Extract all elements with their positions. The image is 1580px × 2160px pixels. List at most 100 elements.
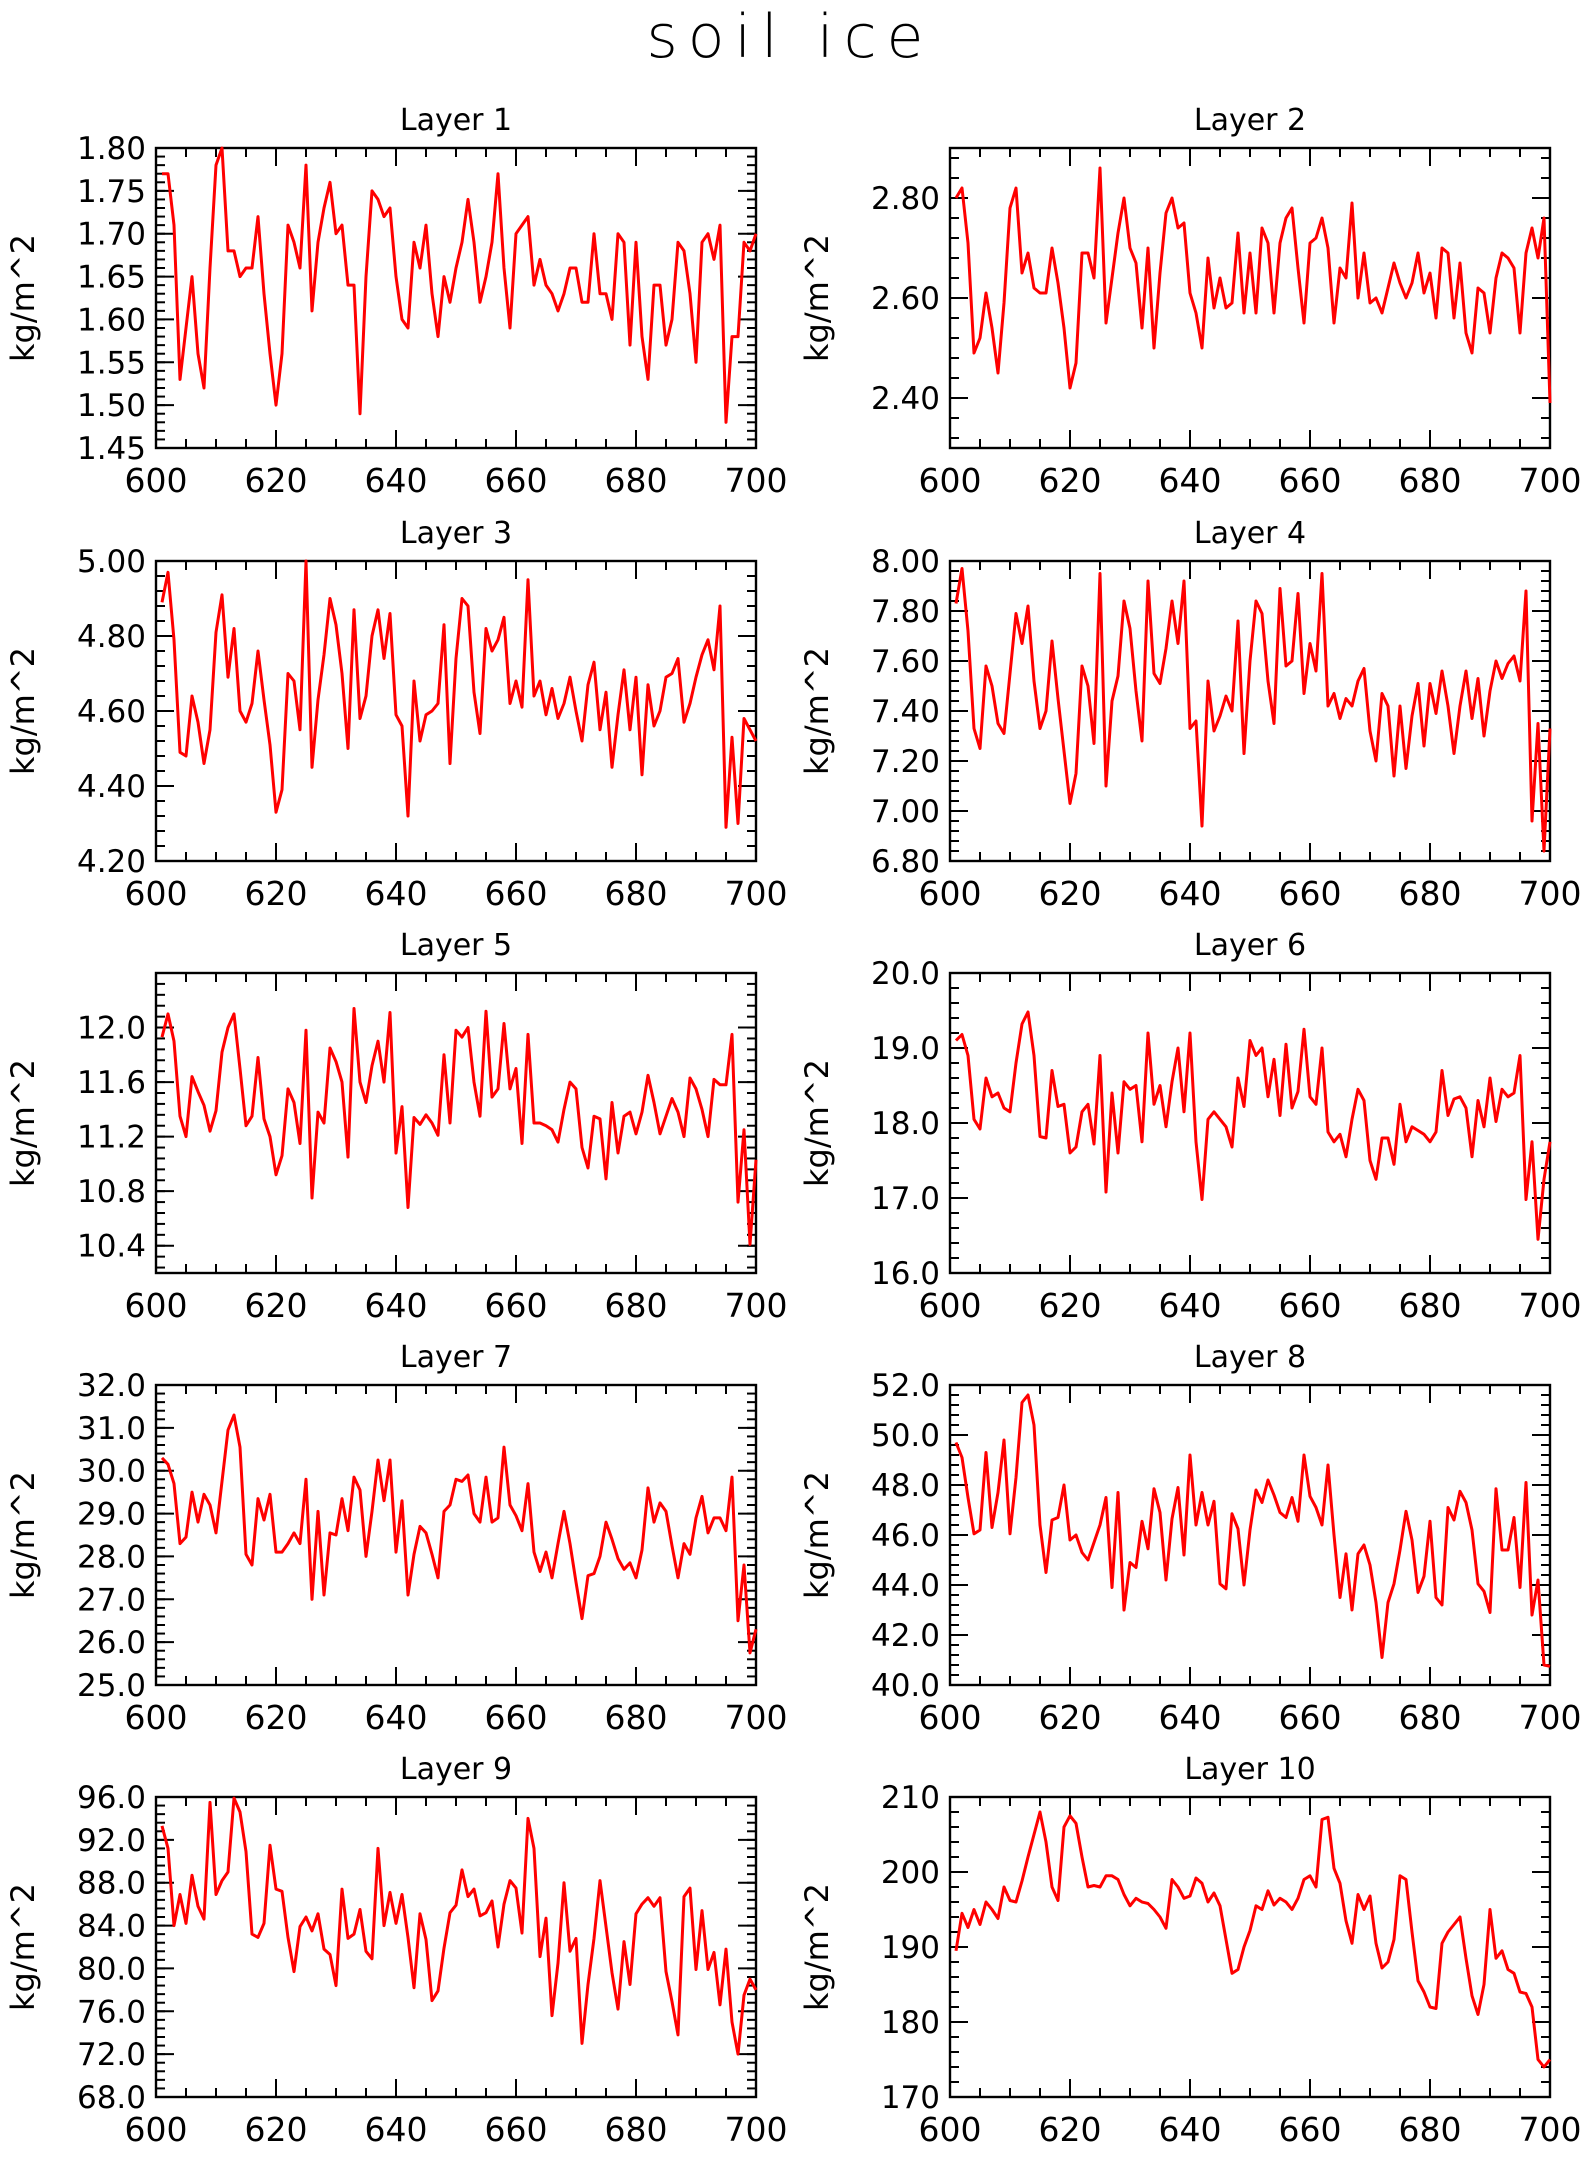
y-tick-label: 1.80 bbox=[77, 131, 146, 167]
y-tick-label: 1.45 bbox=[77, 431, 146, 467]
x-tick-label: 700 bbox=[1519, 1698, 1580, 1737]
series-line bbox=[162, 146, 758, 424]
y-tick-label: 1.50 bbox=[77, 388, 146, 424]
y-axis-label: kg/m^2 bbox=[4, 647, 42, 775]
y-tick-label: 10.8 bbox=[77, 1174, 146, 1210]
series-line bbox=[954, 1810, 1552, 2069]
y-tick-label: 88.0 bbox=[77, 1866, 146, 1902]
y-tick-label: 7.20 bbox=[871, 744, 940, 780]
y-tick-label: 16.0 bbox=[871, 1256, 940, 1292]
x-tick-label: 700 bbox=[1519, 874, 1580, 913]
y-tick-label: 80.0 bbox=[77, 1951, 146, 1987]
y-tick-label: 8.00 bbox=[871, 544, 940, 580]
x-tick-label: 620 bbox=[245, 1698, 308, 1737]
x-tick-label: 700 bbox=[725, 1286, 788, 1325]
x-tick-label: 660 bbox=[485, 1698, 548, 1737]
x-tick-label: 600 bbox=[125, 2110, 188, 2149]
x-tick-label: 660 bbox=[485, 1286, 548, 1325]
y-tick-label: 42.0 bbox=[871, 1618, 940, 1654]
x-tick-label: 700 bbox=[725, 1698, 788, 1737]
x-tick-label: 640 bbox=[1159, 1698, 1222, 1737]
x-tick-label: 600 bbox=[919, 2110, 982, 2149]
panel-title: Layer 6 bbox=[1194, 928, 1306, 963]
y-tick-label: 6.80 bbox=[871, 844, 940, 880]
series-line bbox=[954, 1010, 1552, 1241]
y-tick-label: 76.0 bbox=[77, 1994, 146, 2030]
x-tick-label: 700 bbox=[1519, 1286, 1580, 1325]
figure-title-wrap: soil ice bbox=[0, 2, 1580, 72]
y-tick-label: 7.80 bbox=[871, 594, 940, 630]
x-tick-label: 600 bbox=[125, 461, 188, 500]
y-tick-label: 4.40 bbox=[77, 769, 146, 805]
y-tick-label: 190 bbox=[881, 1930, 940, 1966]
x-tick-label: 640 bbox=[1159, 2110, 1222, 2149]
y-tick-label: 46.0 bbox=[871, 1518, 940, 1554]
panel-layer-5: Layer 5 600 620 640 660 680 700 10.4 10.8 11.2 11.… bbox=[4, 928, 788, 1325]
x-tick-label: 680 bbox=[605, 2110, 668, 2149]
y-tick-label: 18.0 bbox=[871, 1106, 940, 1142]
y-tick-label: 30.0 bbox=[77, 1454, 146, 1490]
y-axis-label: kg/m^2 bbox=[798, 234, 836, 362]
y-axis-label: kg/m^2 bbox=[798, 647, 836, 775]
series-line bbox=[160, 1007, 758, 1246]
y-tick-label: 96.0 bbox=[77, 1780, 146, 1816]
plot-frame bbox=[154, 559, 758, 863]
y-tick-label: 2.80 bbox=[871, 181, 940, 217]
panel-title: Layer 3 bbox=[400, 516, 512, 551]
y-axis-label: kg/m^2 bbox=[798, 1059, 836, 1187]
x-tick-label: 680 bbox=[1399, 1698, 1462, 1737]
y-tick-label: 4.20 bbox=[77, 844, 146, 880]
y-tick-label: 1.60 bbox=[77, 302, 146, 338]
y-tick-label: 11.2 bbox=[77, 1120, 146, 1156]
y-tick-label: 19.0 bbox=[871, 1031, 940, 1067]
plot-frame bbox=[948, 146, 1552, 450]
x-tick-label: 640 bbox=[1159, 461, 1222, 500]
y-tick-label: 1.75 bbox=[77, 174, 146, 210]
x-tick-label: 600 bbox=[125, 874, 188, 913]
y-axis-label: kg/m^2 bbox=[4, 1059, 42, 1187]
y-tick-label: 31.0 bbox=[77, 1411, 146, 1447]
panel-title: Layer 1 bbox=[400, 103, 512, 138]
x-tick-label: 600 bbox=[919, 874, 982, 913]
x-tick-label: 640 bbox=[365, 2110, 428, 2149]
y-tick-label: 5.00 bbox=[77, 544, 146, 580]
y-tick-label: 28.0 bbox=[77, 1539, 146, 1575]
x-tick-label: 680 bbox=[605, 1698, 668, 1737]
x-tick-label: 660 bbox=[485, 874, 548, 913]
x-tick-label: 700 bbox=[725, 461, 788, 500]
y-tick-label: 27.0 bbox=[77, 1582, 146, 1618]
y-tick-label: 50.0 bbox=[871, 1418, 940, 1454]
panel-layer-2: Layer 2 600 620 640 660 680 700 2.40 2.60 2.80 kg/… bbox=[798, 103, 1580, 500]
y-tick-label: 7.40 bbox=[871, 694, 940, 730]
y-tick-label: 4.80 bbox=[77, 619, 146, 655]
x-tick-label: 640 bbox=[365, 461, 428, 500]
y-tick-label: 26.0 bbox=[77, 1625, 146, 1661]
panel-layer-10: Layer 10 600 620 640 660 680 700 170 180 190 200 21… bbox=[798, 1752, 1580, 2149]
y-tick-label: 12.0 bbox=[77, 1011, 146, 1047]
y-tick-label: 17.0 bbox=[871, 1181, 940, 1217]
panel-layer-7: Layer 7 600 620 640 660 680 700 25.0 26.0 27.0 28.… bbox=[4, 1340, 788, 1737]
x-tick-label: 600 bbox=[919, 1286, 982, 1325]
y-tick-label: 170 bbox=[881, 2080, 940, 2116]
x-tick-label: 660 bbox=[1279, 874, 1342, 913]
panel-title: Layer 8 bbox=[1194, 1340, 1306, 1375]
series-line bbox=[954, 567, 1552, 853]
y-tick-label: 92.0 bbox=[77, 1823, 146, 1859]
y-tick-label: 52.0 bbox=[871, 1368, 940, 1404]
x-tick-label: 620 bbox=[245, 461, 308, 500]
x-tick-label: 680 bbox=[1399, 1286, 1462, 1325]
x-tick-label: 640 bbox=[365, 1698, 428, 1737]
panel-title: Layer 10 bbox=[1184, 1752, 1315, 1787]
x-tick-label: 600 bbox=[125, 1698, 188, 1737]
panel-title: Layer 2 bbox=[1194, 103, 1306, 138]
panel-title: Layer 4 bbox=[1194, 516, 1306, 551]
x-tick-label: 700 bbox=[1519, 2110, 1580, 2149]
x-tick-label: 640 bbox=[365, 1286, 428, 1325]
y-tick-label: 72.0 bbox=[77, 2037, 146, 2073]
panel-layer-4: Layer 4 600 620 640 660 680 700 6.80 7.00 7.20 7.4… bbox=[798, 516, 1580, 913]
y-tick-label: 1.55 bbox=[77, 345, 146, 381]
x-tick-label: 680 bbox=[1399, 461, 1462, 500]
x-tick-label: 620 bbox=[245, 2110, 308, 2149]
x-tick-label: 640 bbox=[1159, 874, 1222, 913]
